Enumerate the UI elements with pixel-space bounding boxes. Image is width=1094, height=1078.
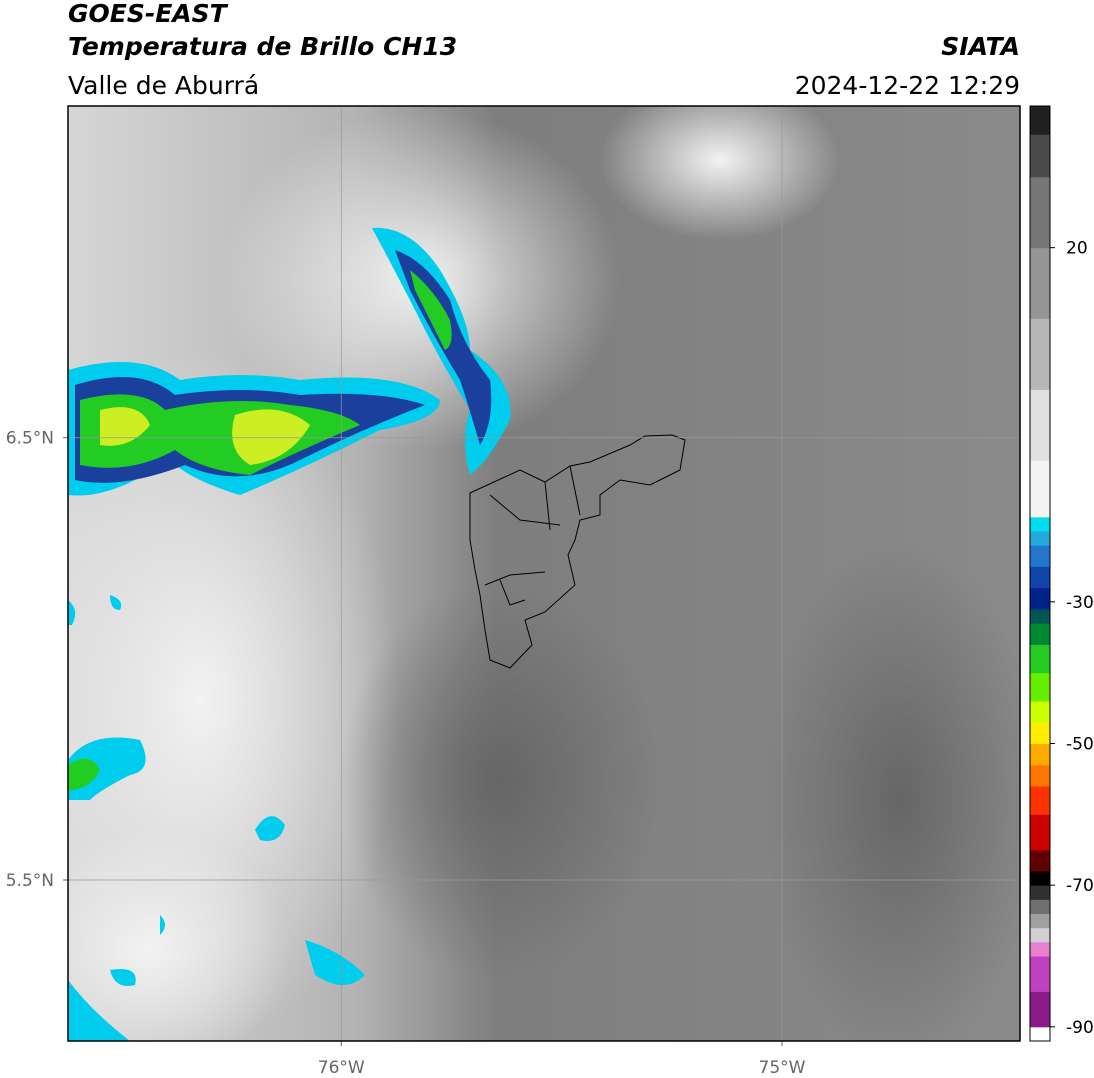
colorbar-segment	[1030, 566, 1050, 589]
colorbar-segment	[1030, 849, 1050, 872]
subtitle: Temperatura de Brillo CH13	[68, 32, 457, 61]
colorbar: 20 -30 -50 -70 -90	[1029, 105, 1094, 1042]
colorbar-frame	[1029, 105, 1051, 1042]
colorbar-segment	[1030, 941, 1050, 957]
colorbar-segment	[1030, 913, 1050, 929]
colorbar-segment	[1030, 389, 1050, 461]
colorbar-segment	[1030, 608, 1050, 624]
colorbar-segment	[1030, 786, 1050, 815]
colorbar-tick-label: 20	[1066, 239, 1088, 259]
satellite-image	[68, 106, 1020, 1041]
colorbar-segment	[1030, 991, 1050, 1028]
colorbar-segment	[1030, 814, 1050, 851]
colorbar-segment	[1030, 247, 1050, 319]
colorbar-segment	[1030, 956, 1050, 992]
region: Valle de Aburrá	[68, 71, 259, 100]
colorbar-segment	[1030, 318, 1050, 390]
colorbar-segment	[1030, 722, 1050, 744]
colorbar-segment	[1030, 106, 1050, 135]
datetime: 2024-12-22 12:29	[795, 71, 1020, 100]
colorbar-segment	[1030, 871, 1050, 886]
colorbar-segment	[1030, 1026, 1050, 1042]
valley-outline	[469, 434, 686, 669]
colorbar-tick-label: -90	[1066, 1018, 1094, 1038]
colorbar-segment	[1030, 672, 1050, 702]
y-tick-label: 6.5°N	[6, 429, 54, 449]
colorbar-segment	[1030, 644, 1050, 674]
colorbar-segment	[1030, 743, 1050, 766]
colorbar-segment	[1030, 927, 1050, 943]
colorbar-segment	[1030, 764, 1050, 787]
colorbar-tick-label: -30	[1066, 593, 1094, 613]
x-tick-label: 75°W	[759, 1058, 806, 1078]
x-tick-label: 76°W	[318, 1058, 365, 1078]
colorbar-segment	[1030, 531, 1050, 546]
graticule: 76°W 75°W 6.5°N 5.5°N	[6, 106, 1020, 1078]
colorbar-tick-label: -50	[1066, 735, 1094, 755]
map-frame	[67, 105, 1021, 1042]
colorbar-segment	[1030, 587, 1050, 610]
colorbar-segment	[1030, 134, 1050, 178]
colorbar-segment	[1030, 516, 1050, 532]
colorbar-segment	[1030, 701, 1050, 723]
colorbar-segment	[1030, 885, 1050, 900]
colorbar-segment	[1030, 899, 1050, 914]
source: SIATA	[941, 32, 1020, 61]
colorbar-segment	[1030, 545, 1050, 567]
colorbar-segment	[1030, 176, 1050, 249]
title: GOES-EAST	[68, 0, 229, 28]
colorbar-segment	[1030, 623, 1050, 645]
colorbar-tick-label: -70	[1066, 876, 1094, 896]
colorbar-segment	[1030, 460, 1050, 518]
y-tick-label: 5.5°N	[6, 871, 54, 891]
